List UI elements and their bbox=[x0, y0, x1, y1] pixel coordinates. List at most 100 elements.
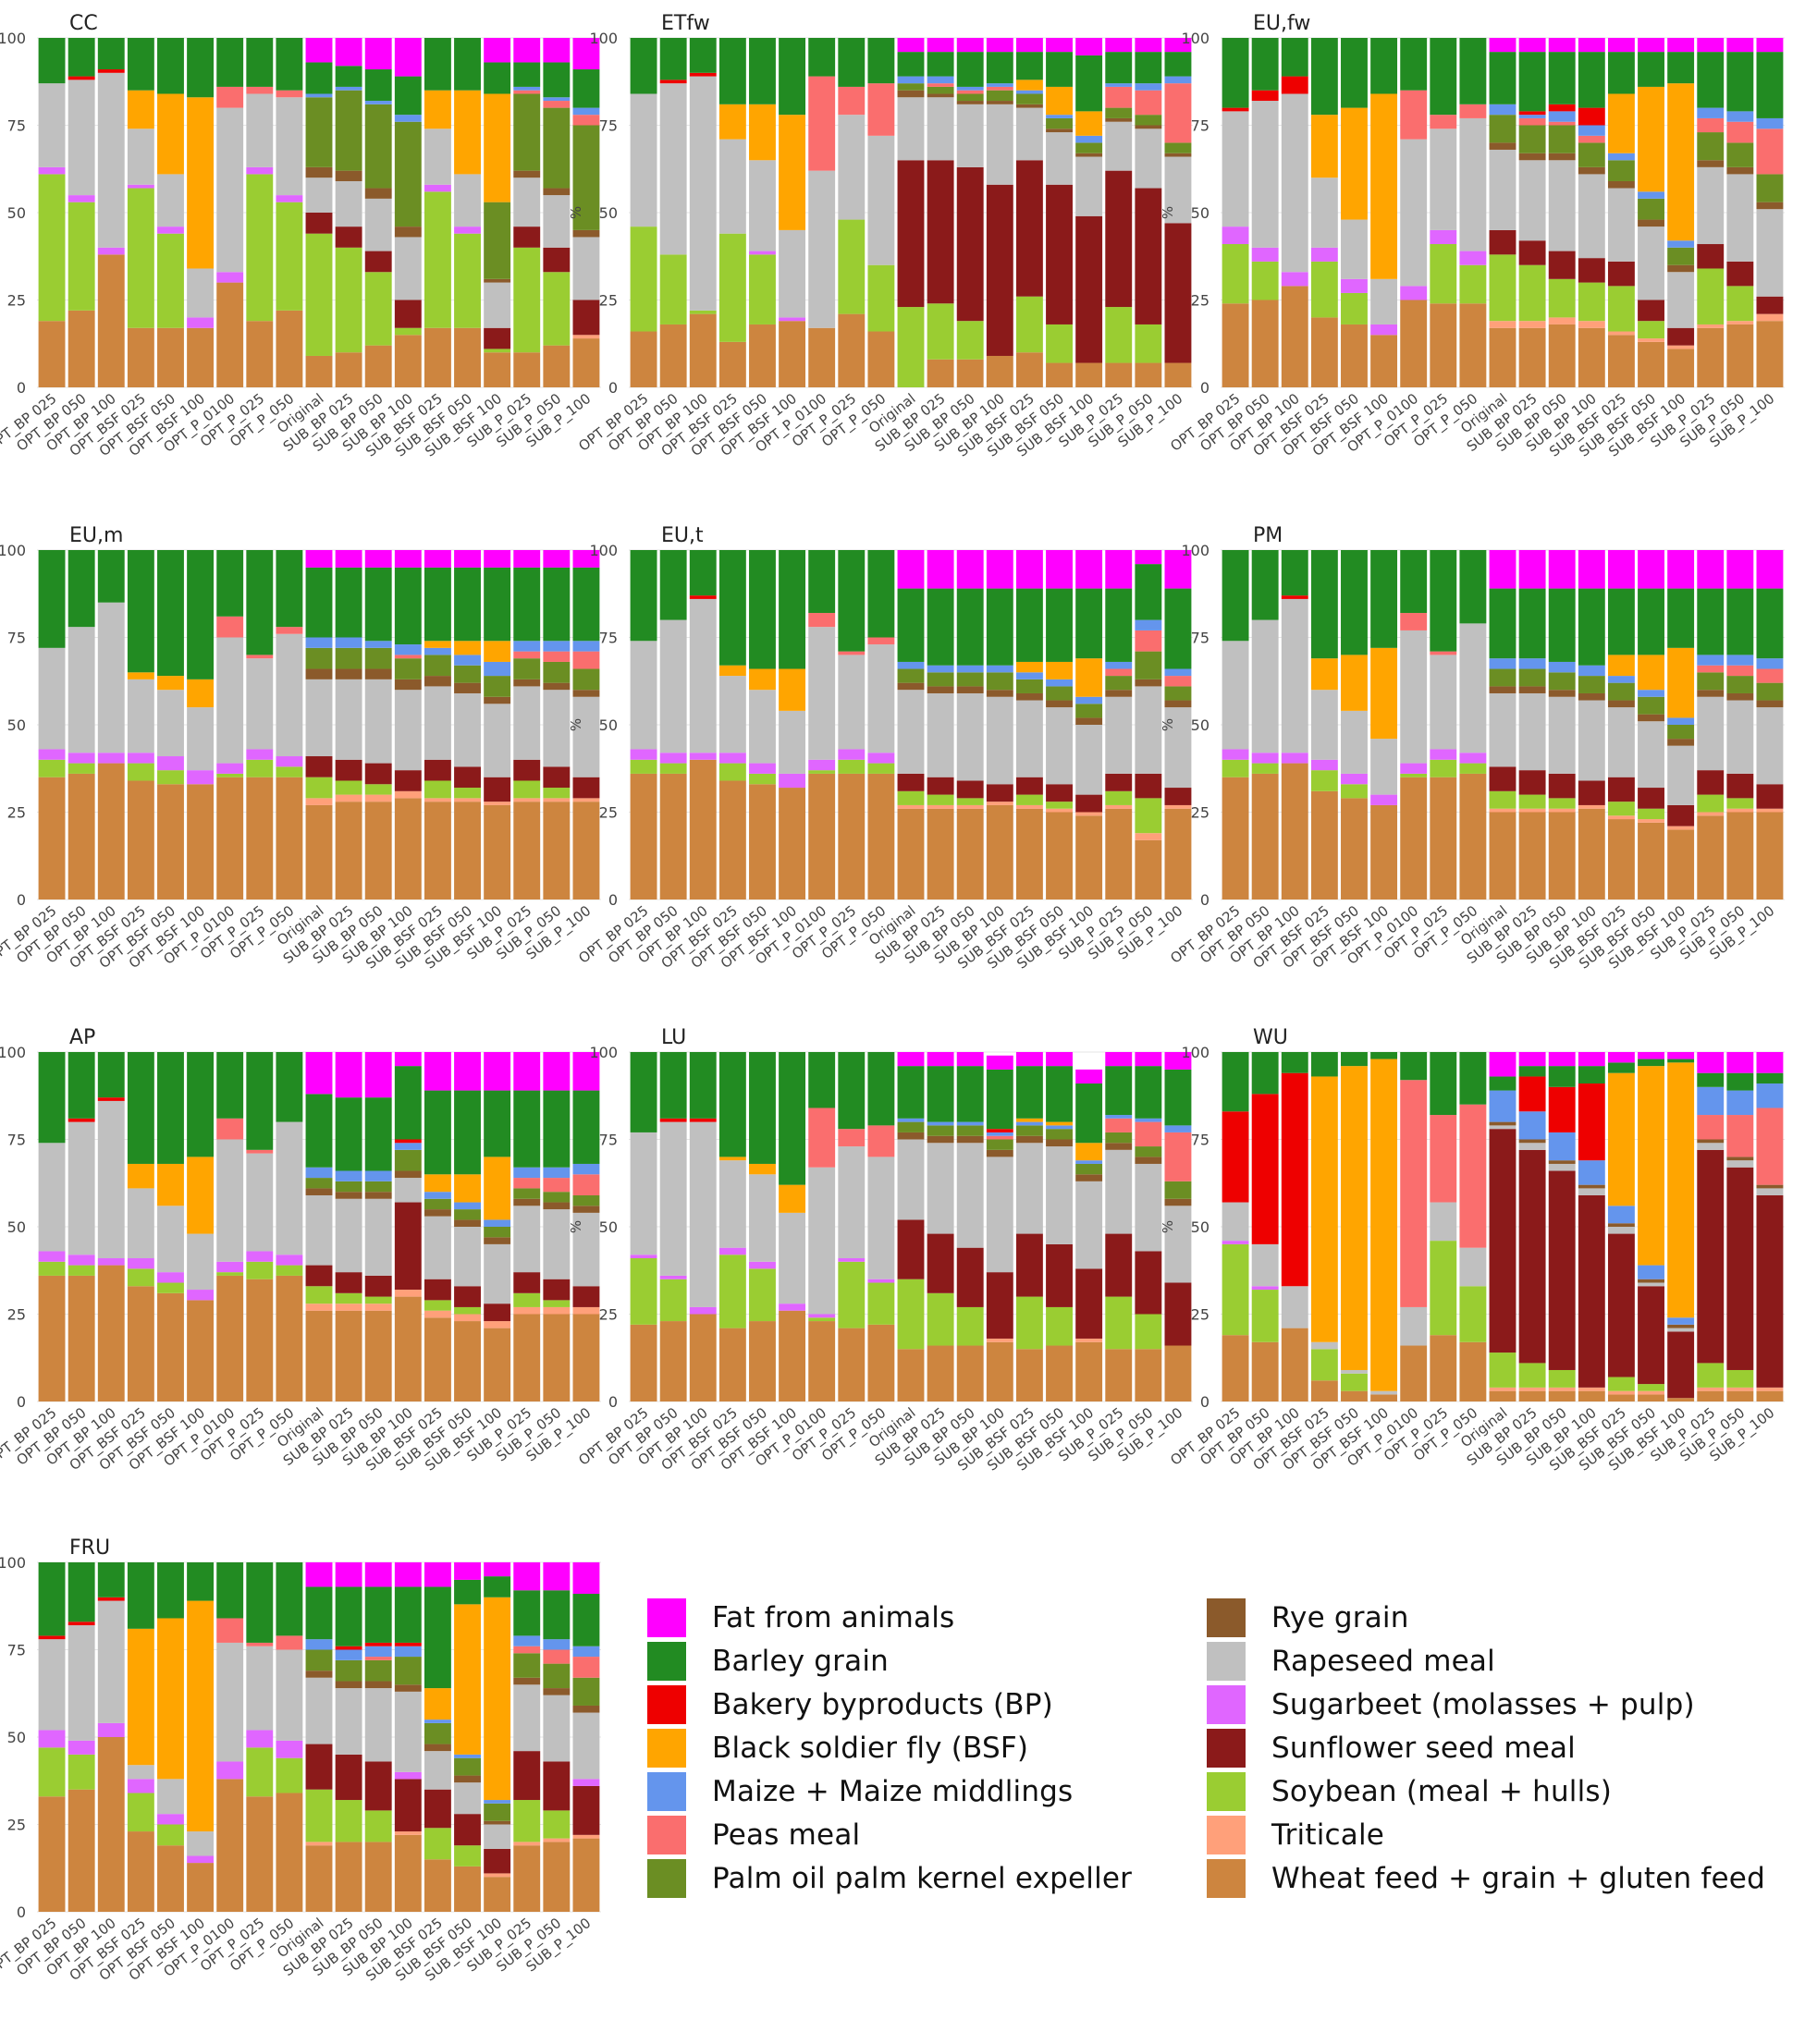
bar-segment-barley-grain bbox=[689, 1052, 717, 1119]
bar-segment-rye-grain bbox=[513, 679, 541, 687]
bar-segment-soybean-meal-hulls bbox=[1548, 1369, 1576, 1388]
bar-segment-sugarbeet-molasses-pulp bbox=[394, 1771, 422, 1780]
bar-segment-rapeseed-meal bbox=[364, 679, 392, 764]
y-tick-label: 50 bbox=[599, 1218, 618, 1236]
bar-sub-bp-100 bbox=[986, 38, 1013, 387]
bar-segment-rapeseed-meal bbox=[1046, 707, 1073, 785]
bar-segment-soybean-meal-hulls bbox=[927, 303, 954, 360]
bar-segment-wheat-feed-grain-gluten-feed bbox=[1697, 1390, 1725, 1401]
bar-opt-p-025 bbox=[1430, 550, 1457, 900]
bar-segment-triticale bbox=[543, 798, 571, 802]
bar-segment-wheat-feed-grain-gluten-feed bbox=[838, 1328, 866, 1401]
bar-segment-sunflower-seed-meal bbox=[1015, 1233, 1043, 1297]
bar-segment-barley-grain bbox=[187, 1562, 215, 1601]
bar-segment-rapeseed-meal bbox=[1400, 630, 1428, 764]
bar-segment-wheat-feed-grain-gluten-feed bbox=[484, 1877, 511, 1912]
bar-segment-peas-meal bbox=[572, 651, 600, 669]
bar-segment-soybean-meal-hulls bbox=[1726, 286, 1754, 322]
bar-segment-bakery-byproducts-bp bbox=[38, 1635, 66, 1640]
bar-segment-peas-meal bbox=[246, 655, 274, 659]
bar-sub-bp-025 bbox=[1518, 38, 1546, 387]
bar-segment-rye-grain bbox=[1135, 125, 1162, 129]
bar-segment-wheat-feed-grain-gluten-feed bbox=[867, 331, 895, 387]
bar-segment-peas-meal bbox=[1548, 121, 1576, 126]
bar-segment-soybean-meal-hulls bbox=[484, 349, 511, 353]
bar-segment-soybean-meal-hulls bbox=[1015, 1296, 1043, 1350]
bar-segment-fat-from-animals bbox=[897, 1052, 925, 1067]
bar-original bbox=[1489, 1052, 1516, 1401]
bar-segment-barley-grain bbox=[1046, 1066, 1073, 1122]
bar-sub-p-050 bbox=[1135, 550, 1162, 900]
bar-segment-wheat-feed-grain-gluten-feed bbox=[630, 1324, 657, 1401]
bar-opt-p-0100 bbox=[1400, 1052, 1428, 1401]
bar-segment-rye-grain bbox=[1667, 739, 1695, 746]
bar-segment-soybean-meal-hulls bbox=[1135, 798, 1162, 834]
bar-segment-sunflower-seed-meal bbox=[1667, 804, 1695, 826]
bar-segment-peas-meal bbox=[1726, 121, 1754, 143]
bar-segment-fat-from-animals bbox=[1105, 550, 1133, 589]
bar-segment-rye-grain bbox=[897, 90, 925, 98]
bar-segment-soybean-meal-hulls bbox=[927, 794, 954, 805]
bar-segment-barley-grain bbox=[187, 1052, 215, 1157]
bar-segment-sugarbeet-molasses-pulp bbox=[157, 1272, 184, 1283]
bar-segment-palm-oil-palm-kernel-expeller bbox=[572, 1677, 600, 1706]
bar-segment-fat-from-animals bbox=[364, 38, 392, 70]
bar-segment-rapeseed-meal bbox=[1310, 690, 1338, 760]
bar-segment-soybean-meal-hulls bbox=[1430, 759, 1457, 777]
bar-segment-sugarbeet-molasses-pulp bbox=[276, 1255, 303, 1266]
bar-segment-maize-maize-middlings bbox=[1607, 1206, 1635, 1224]
bar-opt-bsf-025 bbox=[127, 38, 154, 387]
bar-segment-wheat-feed-grain-gluten-feed bbox=[216, 1275, 244, 1401]
bar-segment-soybean-meal-hulls bbox=[364, 1296, 392, 1304]
y-tick-label: 75 bbox=[599, 630, 618, 647]
bar-segment-maize-maize-middlings bbox=[956, 665, 984, 673]
bar-segment-rapeseed-meal bbox=[246, 93, 274, 167]
bar-opt-p-0100 bbox=[1400, 38, 1428, 387]
bar-segment-wheat-feed-grain-gluten-feed bbox=[127, 780, 154, 900]
legend-item-bakery-byproducts-bp: Bakery byproducts (BP) bbox=[647, 1684, 1053, 1725]
bar-opt-bsf-100 bbox=[187, 1052, 215, 1401]
bar-segment-soybean-meal-hulls bbox=[630, 226, 657, 332]
bar-segment-barley-grain bbox=[513, 62, 541, 87]
bar-segment-sunflower-seed-meal bbox=[1548, 773, 1576, 799]
bar-segment-barley-grain bbox=[1281, 38, 1308, 77]
bar-segment-maize-maize-middlings bbox=[927, 76, 954, 84]
bar-segment-maize-maize-middlings bbox=[1015, 1121, 1043, 1126]
bar-segment-barley-grain bbox=[97, 550, 125, 603]
bar-segment-fat-from-animals bbox=[484, 1562, 511, 1577]
bar-segment-maize-maize-middlings bbox=[513, 1635, 541, 1646]
bar-segment-wheat-feed-grain-gluten-feed bbox=[68, 1789, 95, 1912]
bar-segment-barley-grain bbox=[1251, 1052, 1279, 1095]
legend-item-wheat-feed-grain-gluten-feed: Wheat feed + grain + gluten feed bbox=[1207, 1858, 1765, 1899]
bar-segment-wheat-feed-grain-gluten-feed bbox=[749, 1321, 776, 1401]
bar-segment-maize-maize-middlings bbox=[513, 86, 541, 91]
y-tick-label: 100 bbox=[1181, 542, 1209, 559]
legend-item-black-soldier-fly-bsf: Black soldier fly (BSF) bbox=[647, 1728, 1028, 1769]
bar-segment-rapeseed-meal bbox=[68, 1625, 95, 1741]
bar-opt-p-025 bbox=[1430, 1052, 1457, 1401]
bar-segment-palm-oil-palm-kernel-expeller bbox=[364, 104, 392, 189]
bar-segment-rapeseed-meal bbox=[1135, 129, 1162, 189]
bar-sub-p-025 bbox=[1105, 550, 1133, 900]
y-tick-label: 25 bbox=[1191, 1306, 1209, 1324]
bar-segment-barley-grain bbox=[1075, 588, 1103, 659]
bar-segment-black-soldier-fly-bsf bbox=[157, 676, 184, 691]
bar-segment-palm-oil-palm-kernel-expeller bbox=[543, 661, 571, 683]
bar-segment-peas-meal bbox=[838, 86, 866, 116]
bar-segment-rapeseed-meal bbox=[157, 690, 184, 757]
bar-segment-barley-grain bbox=[630, 38, 657, 94]
bar-segment-palm-oil-palm-kernel-expeller bbox=[1697, 672, 1725, 691]
bar-segment-palm-oil-palm-kernel-expeller bbox=[927, 1125, 954, 1136]
bar-segment-barley-grain bbox=[157, 38, 184, 94]
bar-segment-sugarbeet-molasses-pulp bbox=[246, 1251, 274, 1262]
bar-segment-sugarbeet-molasses-pulp bbox=[1459, 251, 1487, 265]
bar-segment-palm-oil-palm-kernel-expeller bbox=[986, 90, 1013, 102]
bar-segment-rapeseed-meal bbox=[484, 282, 511, 328]
bar-segment-rapeseed-meal bbox=[97, 1100, 125, 1259]
bar-segment-sunflower-seed-meal bbox=[1667, 327, 1695, 346]
bar-segment-maize-maize-middlings bbox=[897, 661, 925, 669]
bar-segment-rapeseed-meal bbox=[68, 1121, 95, 1255]
bar-segment-sunflower-seed-meal bbox=[513, 226, 541, 248]
bar-segment-soybean-meal-hulls bbox=[718, 233, 746, 342]
